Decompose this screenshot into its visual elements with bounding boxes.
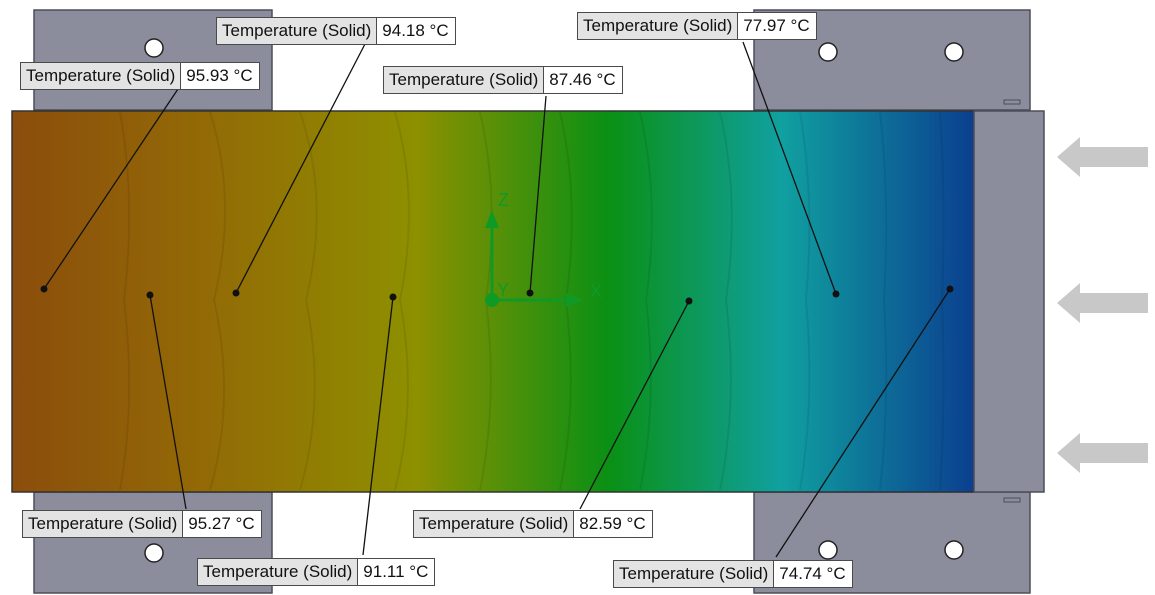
probe-label-text: Temperature (Solid) bbox=[578, 13, 739, 39]
probe-label[interactable]: Temperature (Solid) 77.97 °C bbox=[577, 12, 817, 40]
probe-label-text: Temperature (Solid) bbox=[217, 18, 378, 44]
probe-label-text: Temperature (Solid) bbox=[414, 511, 575, 537]
probe-value: 95.93 °C bbox=[181, 63, 259, 89]
load-arrow-icon bbox=[1057, 283, 1148, 323]
probe-value: 95.27 °C bbox=[183, 511, 261, 537]
probe-label[interactable]: Temperature (Solid) 82.59 °C bbox=[413, 510, 653, 538]
fixture-bracket-top-right bbox=[753, 9, 1031, 111]
probe-label-text: Temperature (Solid) bbox=[198, 559, 359, 585]
probe-point bbox=[526, 289, 534, 297]
probe-value: 87.46 °C bbox=[544, 67, 622, 93]
right-end-plate bbox=[973, 99, 1045, 503]
probe-value: 82.59 °C bbox=[574, 511, 652, 537]
load-arrow-icon bbox=[1057, 433, 1148, 473]
probe-points bbox=[40, 285, 954, 305]
probe-label[interactable]: Temperature (Solid) 95.93 °C bbox=[20, 62, 260, 90]
probe-point bbox=[232, 289, 240, 297]
probe-label[interactable]: Temperature (Solid) 94.18 °C bbox=[216, 17, 456, 45]
probe-point bbox=[946, 285, 954, 293]
probe-label-text: Temperature (Solid) bbox=[384, 67, 545, 93]
probe-label[interactable]: Temperature (Solid) 87.46 °C bbox=[383, 66, 623, 94]
axis-z-label: Z bbox=[498, 190, 509, 210]
axis-triad: Z Y X bbox=[485, 190, 602, 307]
probe-label[interactable]: Temperature (Solid) 95.27 °C bbox=[22, 510, 262, 538]
probe-label-text: Temperature (Solid) bbox=[23, 511, 184, 537]
probe-point bbox=[685, 297, 693, 305]
probe-point bbox=[389, 293, 397, 301]
probe-value: 74.74 °C bbox=[774, 561, 852, 587]
probe-label[interactable]: Temperature (Solid) 74.74 °C bbox=[613, 560, 853, 588]
probe-leaders bbox=[43, 41, 951, 558]
load-arrows bbox=[1057, 137, 1148, 473]
probe-value: 77.97 °C bbox=[738, 13, 816, 39]
load-arrow-icon bbox=[1057, 137, 1148, 177]
probe-label[interactable]: Temperature (Solid) 91.11 °C bbox=[197, 558, 436, 586]
probe-label-text: Temperature (Solid) bbox=[21, 63, 182, 89]
probe-point bbox=[832, 290, 840, 298]
probe-label-text: Temperature (Solid) bbox=[614, 561, 775, 587]
axis-x-label: X bbox=[590, 281, 602, 301]
probe-point bbox=[146, 291, 154, 299]
probe-value: 91.11 °C bbox=[358, 559, 435, 585]
probe-point bbox=[40, 285, 48, 293]
axis-y-label: Y bbox=[497, 280, 509, 300]
probe-value: 94.18 °C bbox=[377, 18, 455, 44]
